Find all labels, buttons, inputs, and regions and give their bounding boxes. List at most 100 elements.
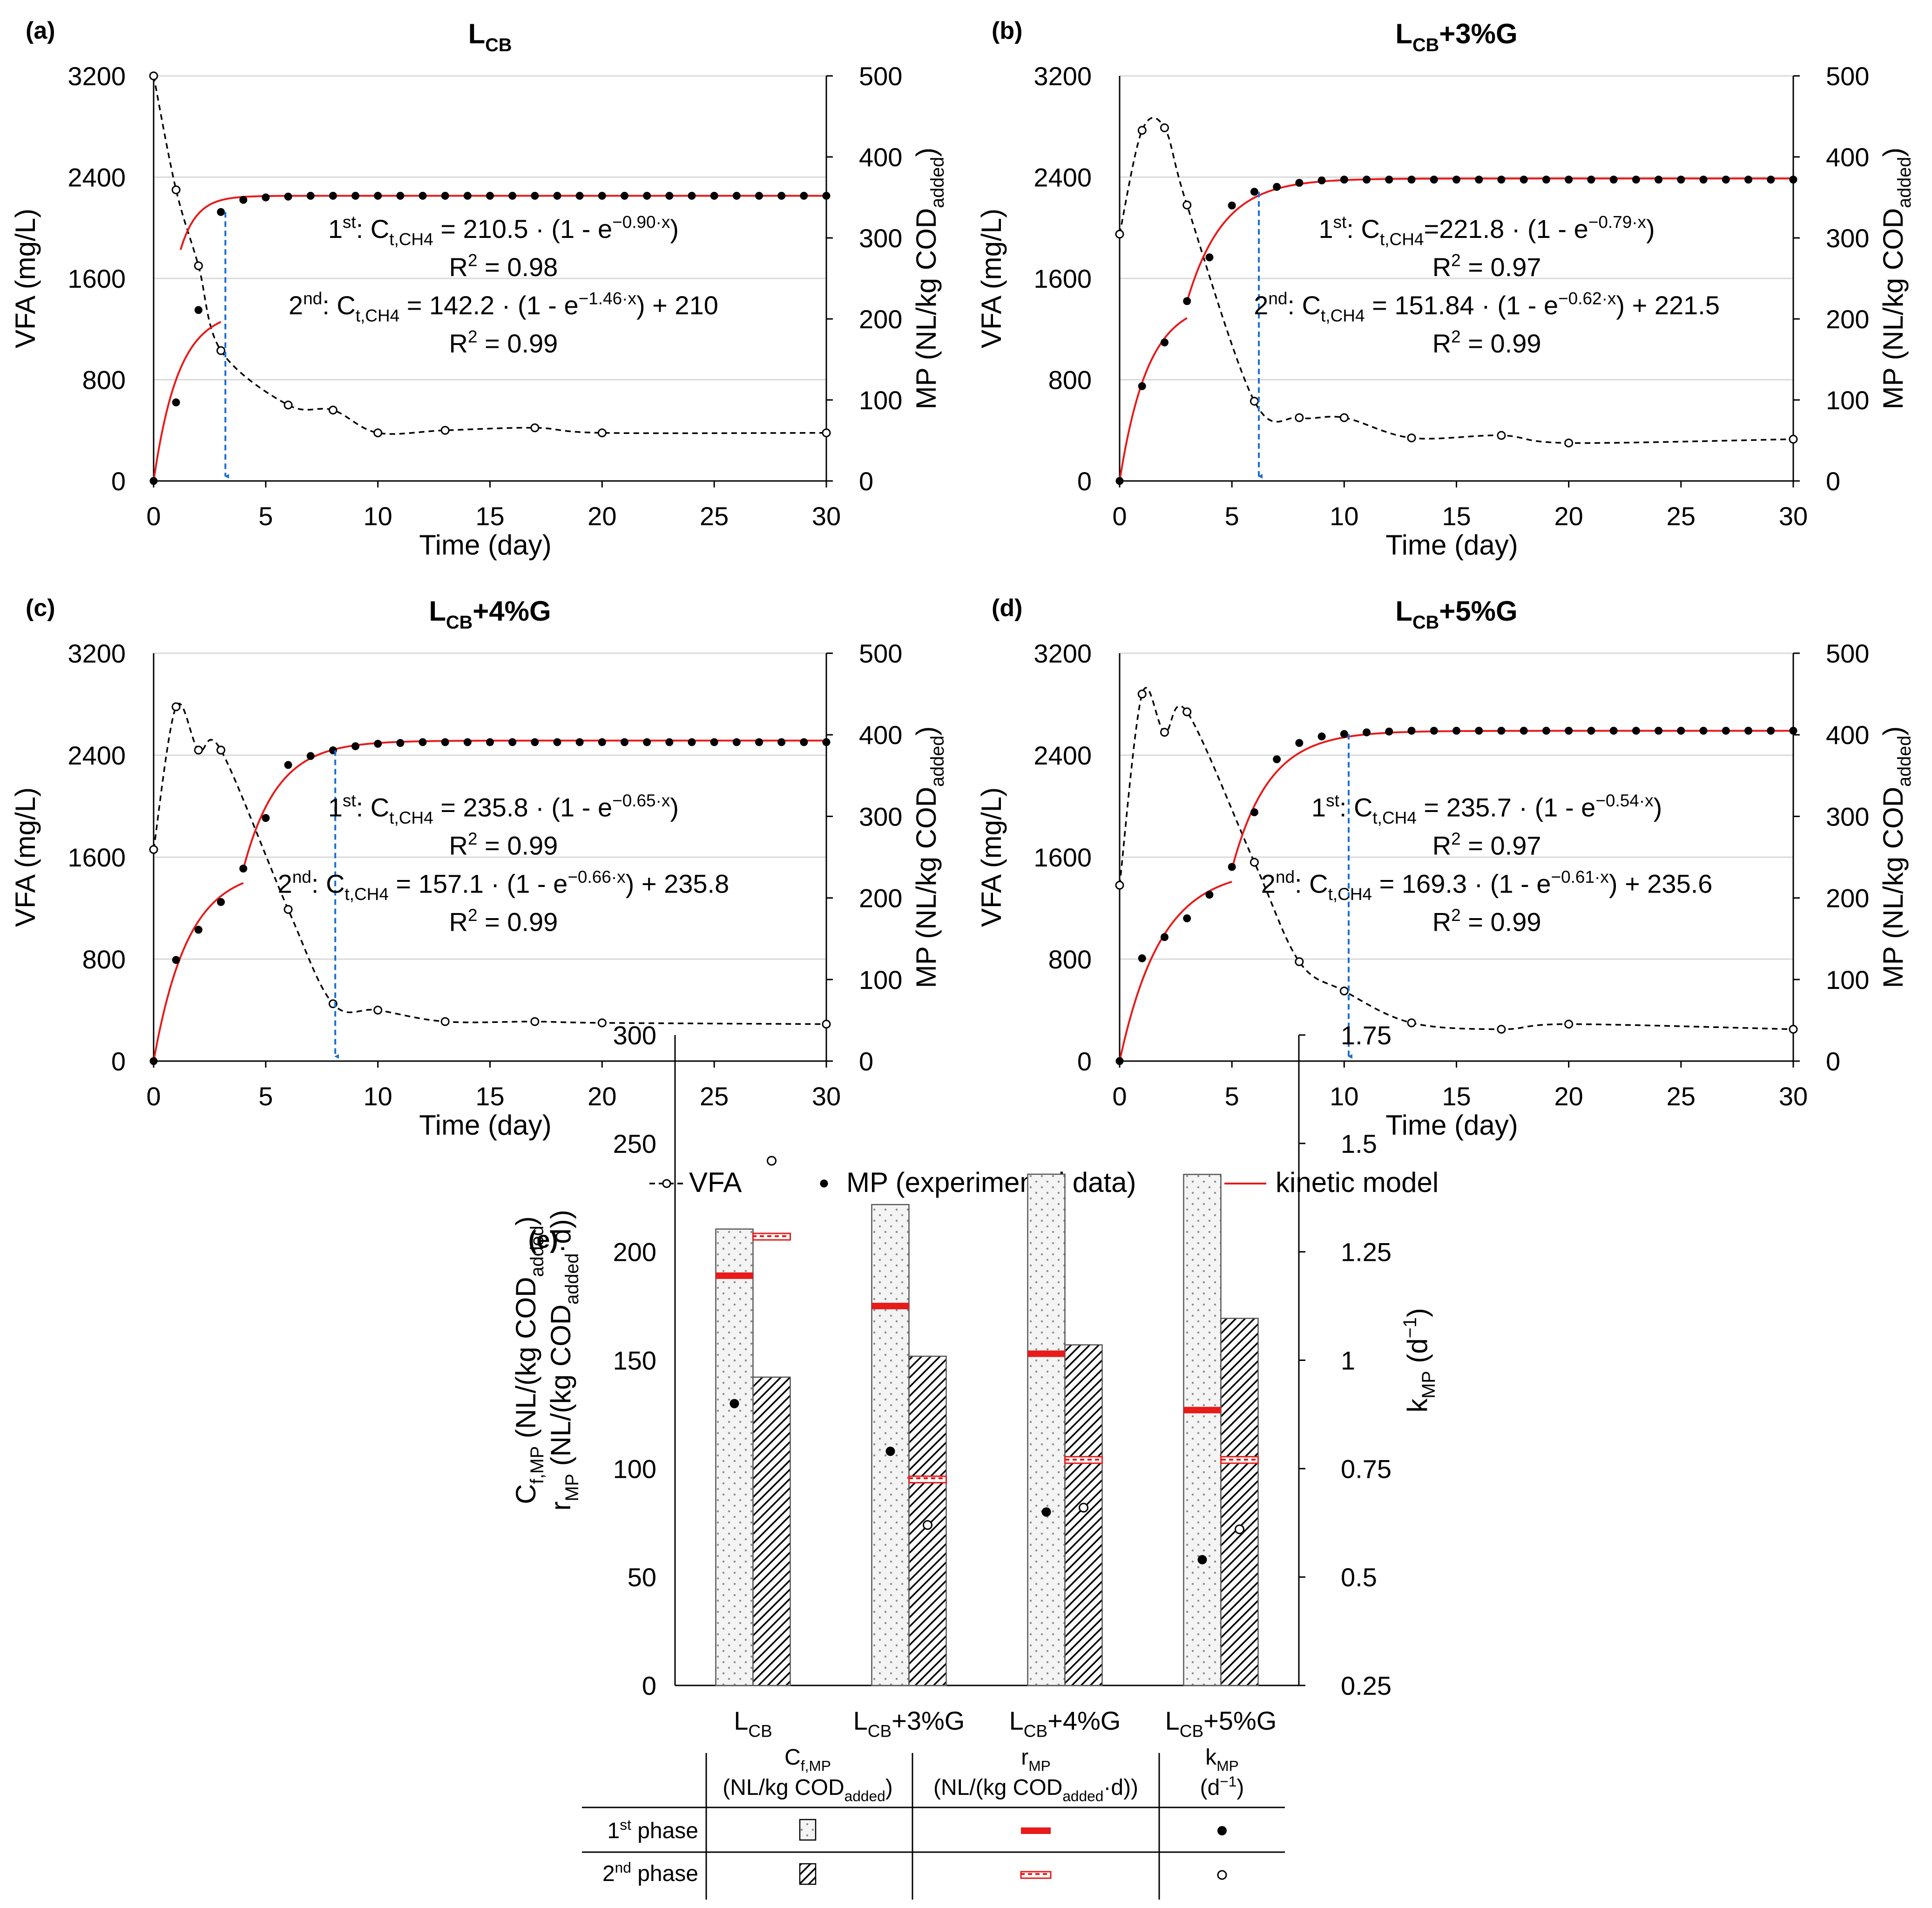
mp-point <box>1520 176 1528 184</box>
vfa-point <box>216 346 225 355</box>
y-tick-label: 3200 <box>68 61 126 91</box>
mp-point <box>1565 726 1573 735</box>
x-tick-label: 10 <box>1330 501 1358 531</box>
mp-point <box>621 192 628 200</box>
panel-label: (d) <box>992 595 1022 622</box>
y-tick-label: 250 <box>613 1129 656 1158</box>
x-tick-label: 30 <box>1779 1082 1808 1111</box>
mp-point <box>1183 297 1191 305</box>
mp-point <box>800 192 808 200</box>
vfa-point <box>1115 880 1124 890</box>
mp-point <box>1497 726 1506 735</box>
y2-tick-label: 1.75 <box>1341 1021 1392 1050</box>
marker-k-1st <box>885 1447 895 1456</box>
y-tick-label: 800 <box>1048 365 1092 395</box>
mp-point <box>1407 176 1416 184</box>
mp-point <box>1587 176 1595 184</box>
mp-point <box>598 192 606 200</box>
vfa-point <box>1564 438 1574 447</box>
vfa-point <box>194 745 203 755</box>
y2-tick-label: 0 <box>1826 1047 1840 1076</box>
vfa-point <box>149 71 158 81</box>
y2-axis-label: kMP (d−1) <box>1400 1308 1439 1413</box>
y2-tick-label: 100 <box>1826 965 1869 995</box>
equation-line: R2 = 0.99 <box>449 327 558 358</box>
mp-point <box>1317 732 1326 741</box>
mp-point <box>419 738 427 746</box>
mp-point <box>822 192 831 200</box>
equation-line: R2 = 0.99 <box>449 906 558 936</box>
x-tick-label: 20 <box>1554 501 1583 531</box>
panel-title: LCB+4%G <box>429 595 551 633</box>
vfa-point <box>1789 434 1798 444</box>
y2-tick-label: 400 <box>1826 720 1869 750</box>
x-tick-label: 20 <box>588 501 616 531</box>
mp-point <box>1138 954 1146 962</box>
bar-cf-2nd <box>752 1376 791 1686</box>
mp-point <box>1273 755 1281 764</box>
mp-point <box>822 738 831 746</box>
mp-point <box>441 738 449 746</box>
x-tick-label: 0 <box>146 501 161 531</box>
mp-point <box>1340 730 1348 738</box>
vfa-point <box>1497 1025 1506 1034</box>
vfa-point <box>597 428 607 438</box>
mp-point <box>441 192 449 200</box>
mp-point <box>396 192 405 200</box>
y2-tick-label: 200 <box>1826 884 1869 913</box>
y-tick-label: 0 <box>111 1047 126 1076</box>
vfa-point <box>822 428 831 438</box>
y2-axis-label: MP (NL/kg CODadded) <box>911 148 948 409</box>
x-tick-label: 20 <box>588 1082 616 1111</box>
y2-tick-label: 200 <box>859 884 902 913</box>
mp-point <box>262 814 270 822</box>
mp-point <box>1295 739 1304 747</box>
x-tick-label: 0 <box>1112 501 1127 531</box>
y2-tick-label: 1 <box>1341 1346 1355 1375</box>
y2-tick-label: 1.25 <box>1341 1238 1392 1267</box>
mp-point <box>1722 176 1730 184</box>
x-tick-label: 5 <box>1225 501 1239 531</box>
panel-label: (b) <box>992 17 1022 44</box>
y-tick-label: 1600 <box>68 264 126 293</box>
panel-label: (c) <box>26 595 55 622</box>
vfa-series-line <box>153 75 827 435</box>
y-axis-label: VFA (mg/L) <box>976 209 1007 348</box>
mp-point <box>1767 176 1775 184</box>
vfa-point <box>1295 413 1304 422</box>
y-tick-label: 3200 <box>1034 639 1092 668</box>
equation-line: R2 = 0.99 <box>1432 327 1541 358</box>
mp-point <box>1385 727 1393 736</box>
mp-point <box>1655 726 1663 735</box>
mp-point <box>217 898 225 906</box>
x-axis-label: Time (day) <box>1385 529 1518 561</box>
marker-k-2nd <box>1235 1524 1244 1535</box>
mp-point <box>172 398 180 406</box>
vfa-point <box>1160 123 1169 132</box>
x-tick-label: 10 <box>364 1082 392 1111</box>
chart-panel-c: 0 5 10 15 20 25 300800160024003200010020030040… <box>10 595 948 1141</box>
panel-label: (e) <box>528 1226 558 1253</box>
mp-point <box>1767 726 1775 735</box>
x-tick-label: 10 <box>364 501 392 531</box>
x-tick-label: 30 <box>812 501 841 531</box>
vfa-point <box>1789 1025 1798 1034</box>
y-axis-label: VFA (mg/L) <box>976 787 1007 927</box>
mp-point <box>553 738 561 746</box>
mp-point <box>1273 183 1281 191</box>
mp-point <box>284 192 292 201</box>
mp-point <box>777 192 786 200</box>
vfa-point <box>1160 728 1169 737</box>
mp-point <box>1744 176 1753 184</box>
y-tick-label: 1600 <box>68 843 126 872</box>
x-tick-label: 5 <box>258 1082 273 1111</box>
y2-tick-label: 100 <box>859 386 902 415</box>
mp-point <box>1430 726 1438 735</box>
mp-point <box>1632 176 1640 184</box>
x-tick-label: LCB+4%G <box>1009 1706 1121 1741</box>
vfa-point <box>328 406 338 415</box>
y-tick-label: 3200 <box>1034 61 1092 91</box>
mp-point <box>1789 176 1797 184</box>
vfa-point <box>149 845 158 854</box>
kinetic-model-2nd <box>1186 177 1793 302</box>
